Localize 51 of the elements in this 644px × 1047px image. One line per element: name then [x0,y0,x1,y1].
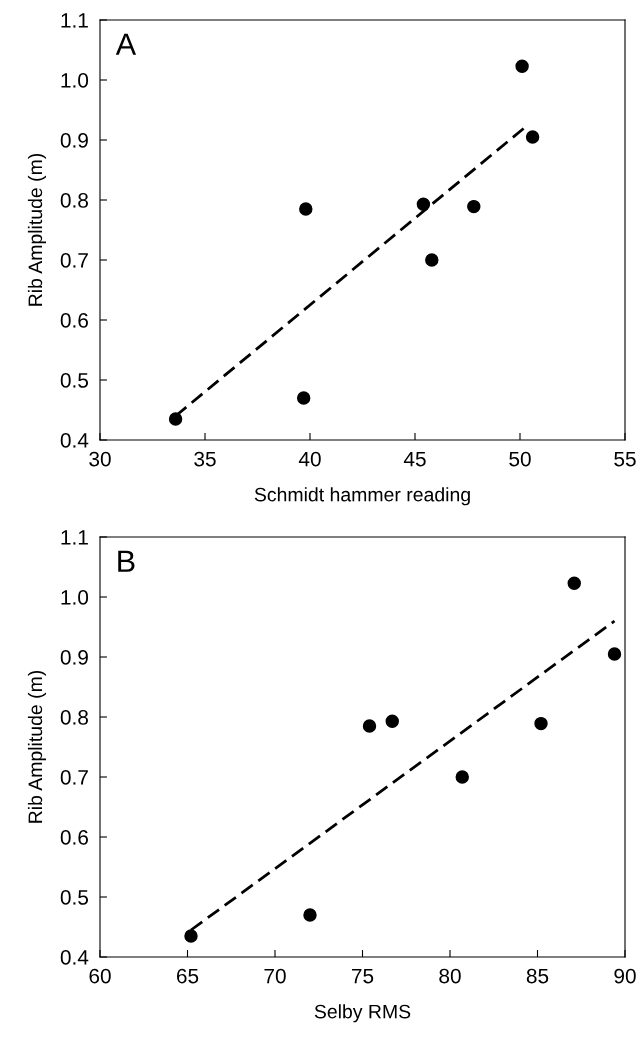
y-tick-label: 1.1 [61,13,88,28]
y-tick-label: 0.4 [60,950,89,965]
point [515,59,529,73]
y-tick-label: 0.4 [60,433,89,448]
point [455,770,469,784]
point [425,253,439,267]
annotation: B [118,550,135,572]
point [567,576,581,590]
y-tick-label: 1.0 [61,590,89,605]
point [416,197,431,211]
point [184,929,198,943]
x-tick-label: 85 [526,968,549,984]
y-tick-label: 0.9 [60,133,88,148]
x-tick-label: 30 [89,451,111,467]
x-tick-label: 75 [351,968,374,984]
x-tick-label: 60 [89,968,111,984]
x-tick-label: 50 [509,451,531,467]
point [299,202,313,216]
y-tick-label: 0.8 [60,193,88,208]
x-tick-label: 40 [298,451,321,467]
point [296,391,311,405]
point [168,412,183,426]
y-tick-label: 0.5 [60,373,89,388]
x-axis-title: Selby RMS [314,1004,411,1023]
point [534,716,548,731]
x-axis-title: Schmidt hammer reading [254,487,470,506]
annotation: A [115,33,137,55]
y-axis-title: Rib Amplitude (m) [27,153,47,306]
y-tick-label: 0.6 [60,313,88,328]
x-tick-label: 65 [176,968,199,984]
x-tick-label: 35 [194,451,216,467]
x-tick-label: 45 [403,451,426,467]
point [362,719,377,733]
y-axis-title: Rib Amplitude (m) [27,670,47,823]
y-tick-label: 0.6 [60,830,88,845]
point [385,714,399,728]
y-tick-label: 0.5 [60,890,89,905]
y-tick-label: 1.0 [61,73,89,88]
y-tick-label: 0.9 [60,650,88,665]
y-tick-label: 1.1 [61,530,88,545]
x-tick-label: 70 [264,968,286,984]
y-tick-label: 0.7 [60,770,88,785]
point [303,908,317,922]
point [607,647,622,661]
x-tick-label: 55 [614,451,636,467]
point [525,130,540,144]
y-tick-label: 0.7 [60,253,88,268]
x-tick-label: 90 [614,968,636,984]
x-tick-label: 80 [439,968,461,984]
y-tick-label: 0.8 [60,710,88,725]
point [467,199,481,214]
